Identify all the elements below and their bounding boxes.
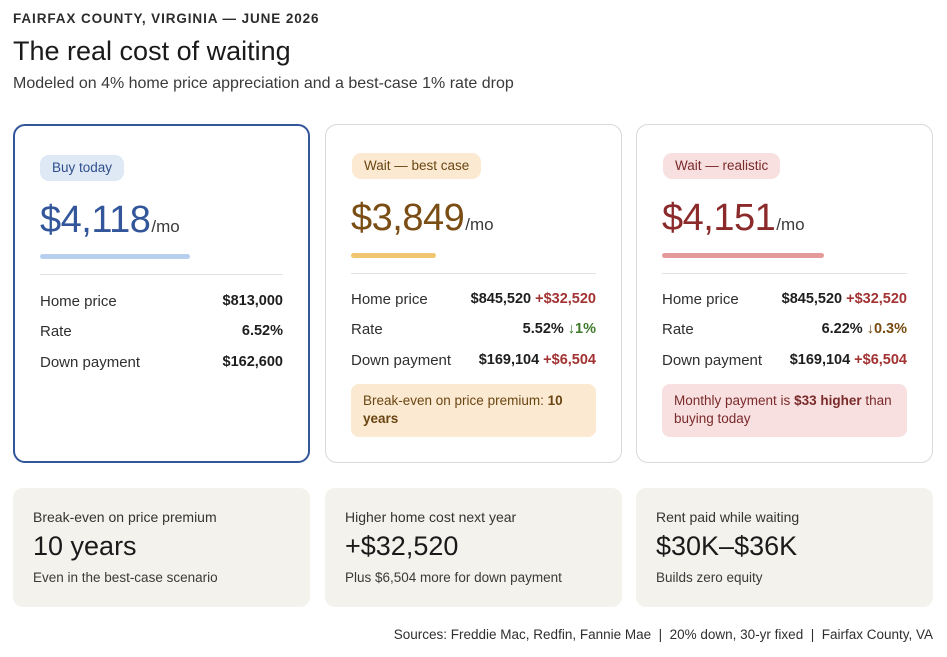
callout-note: Monthly payment is $33 higher than buyin…: [662, 384, 907, 437]
row-down-payment: Down payment $162,600: [40, 351, 283, 373]
note-text-end: than buying today: [674, 393, 892, 426]
row-value: 5.52% ↓1%: [523, 321, 596, 337]
monthly-unit: /mo: [465, 215, 494, 234]
row-label: Rate: [351, 320, 383, 338]
value-text: 5.52%: [522, 321, 564, 337]
stat-higher-home-cost: Higher home cost next year +$32,520 Plus…: [325, 488, 622, 607]
row-label: Down payment: [662, 351, 763, 369]
scenario-pill: Wait — realistic: [663, 153, 781, 179]
stat-label: Break-even on price premium: [33, 509, 217, 525]
card-wait-best-case: Wait — best case $3,849/mo Home price $8…: [325, 124, 622, 463]
value-text: 6.22%: [821, 321, 863, 337]
card-wait-realistic: Wait — realistic $4,151/mo Home price $8…: [636, 124, 933, 463]
sources-footer: Sources: Freddie Mac, Redfin, Fannie Mae…: [393, 627, 933, 642]
stat-subtext: Even in the best-case scenario: [33, 570, 218, 585]
eyebrow-location-date: FAIRFAX COUNTY, VIRGINIA — JUNE 2026: [13, 11, 320, 26]
monthly-unit: /mo: [776, 215, 805, 234]
monthly-payment: $4,118/mo: [40, 199, 180, 242]
row-value: $845,520 +$32,520: [471, 291, 596, 307]
delta-increase: +$32,520: [846, 291, 907, 307]
value-text: $169,104: [789, 352, 851, 368]
divider: [40, 274, 283, 275]
monthly-payment: $4,151/mo: [662, 197, 805, 240]
value-text: $169,104: [478, 352, 540, 368]
monthly-payment-amount: $4,151: [662, 197, 776, 239]
scenario-pill: Buy today: [40, 155, 125, 181]
payment-bar: [351, 253, 436, 258]
monthly-unit: /mo: [151, 217, 180, 236]
row-label: Rate: [40, 322, 72, 340]
stat-subtext: Builds zero equity: [656, 570, 763, 585]
value-text: $845,520: [470, 291, 532, 307]
divider: [662, 273, 907, 274]
note-text: Break-even on price premium:: [363, 393, 548, 408]
stat-label: Rent paid while waiting: [656, 509, 800, 525]
row-home-price: Home price $845,520 +$32,520: [351, 288, 596, 310]
row-label: Home price: [40, 292, 117, 310]
row-value: $845,520 +$32,520: [782, 291, 907, 307]
stat-value: 10 years: [33, 531, 137, 561]
row-home-price: Home price $845,520 +$32,520: [662, 288, 907, 310]
delta-decrease: ↓0.3%: [866, 321, 907, 337]
delta-decrease: ↓1%: [567, 321, 596, 337]
stat-rent-paid: Rent paid while waiting $30K–$36K Builds…: [636, 488, 933, 607]
delta-increase: +$32,520: [535, 291, 596, 307]
scenario-pill: Wait — best case: [352, 153, 482, 179]
monthly-payment-amount: $4,118: [40, 199, 151, 241]
page-subtitle: Modeled on 4% home price appreciation an…: [13, 75, 514, 92]
value-text: $845,520: [781, 291, 843, 307]
row-value: 6.52%: [241, 323, 283, 339]
stat-value: $30K–$36K: [656, 531, 798, 561]
delta-increase: +$6,504: [543, 352, 596, 368]
callout-note: Break-even on price premium: 10 years: [351, 384, 596, 437]
card-buy-today: Buy today $4,118/mo Home price $813,000 …: [13, 124, 310, 463]
note-emphasis: 10 years: [363, 393, 563, 426]
row-value: 6.22% ↓0.3%: [822, 321, 907, 337]
page-title: The real cost of waiting: [13, 36, 291, 66]
payment-bar: [40, 254, 190, 259]
stat-subtext: Plus $6,504 more for down payment: [345, 570, 562, 585]
row-label: Down payment: [351, 351, 452, 369]
row-value: $169,104 +$6,504: [790, 352, 907, 368]
monthly-payment: $3,849/mo: [351, 197, 494, 240]
row-value: $813,000: [222, 293, 283, 309]
stat-break-even: Break-even on price premium 10 years Eve…: [13, 488, 310, 607]
row-home-price: Home price $813,000: [40, 290, 283, 312]
row-label: Home price: [351, 290, 428, 308]
row-label: Rate: [662, 320, 694, 338]
row-value: $169,104 +$6,504: [479, 352, 596, 368]
delta-increase: +$6,504: [854, 352, 907, 368]
note-text: Monthly payment is: [674, 393, 795, 408]
monthly-payment-amount: $3,849: [351, 197, 465, 239]
row-down-payment: Down payment $169,104 +$6,504: [351, 349, 596, 371]
row-label: Home price: [662, 290, 739, 308]
row-rate: Rate 6.22% ↓0.3%: [662, 318, 907, 340]
payment-bar: [662, 253, 824, 258]
note-emphasis: $33 higher: [794, 393, 862, 408]
stat-value: +$32,520: [345, 531, 459, 561]
row-down-payment: Down payment $169,104 +$6,504: [662, 349, 907, 371]
row-rate: Rate 6.52%: [40, 320, 283, 342]
row-rate: Rate 5.52% ↓1%: [351, 318, 596, 340]
stat-label: Higher home cost next year: [345, 509, 517, 525]
row-label: Down payment: [40, 353, 141, 371]
row-value: $162,600: [222, 354, 283, 370]
divider: [351, 273, 596, 274]
